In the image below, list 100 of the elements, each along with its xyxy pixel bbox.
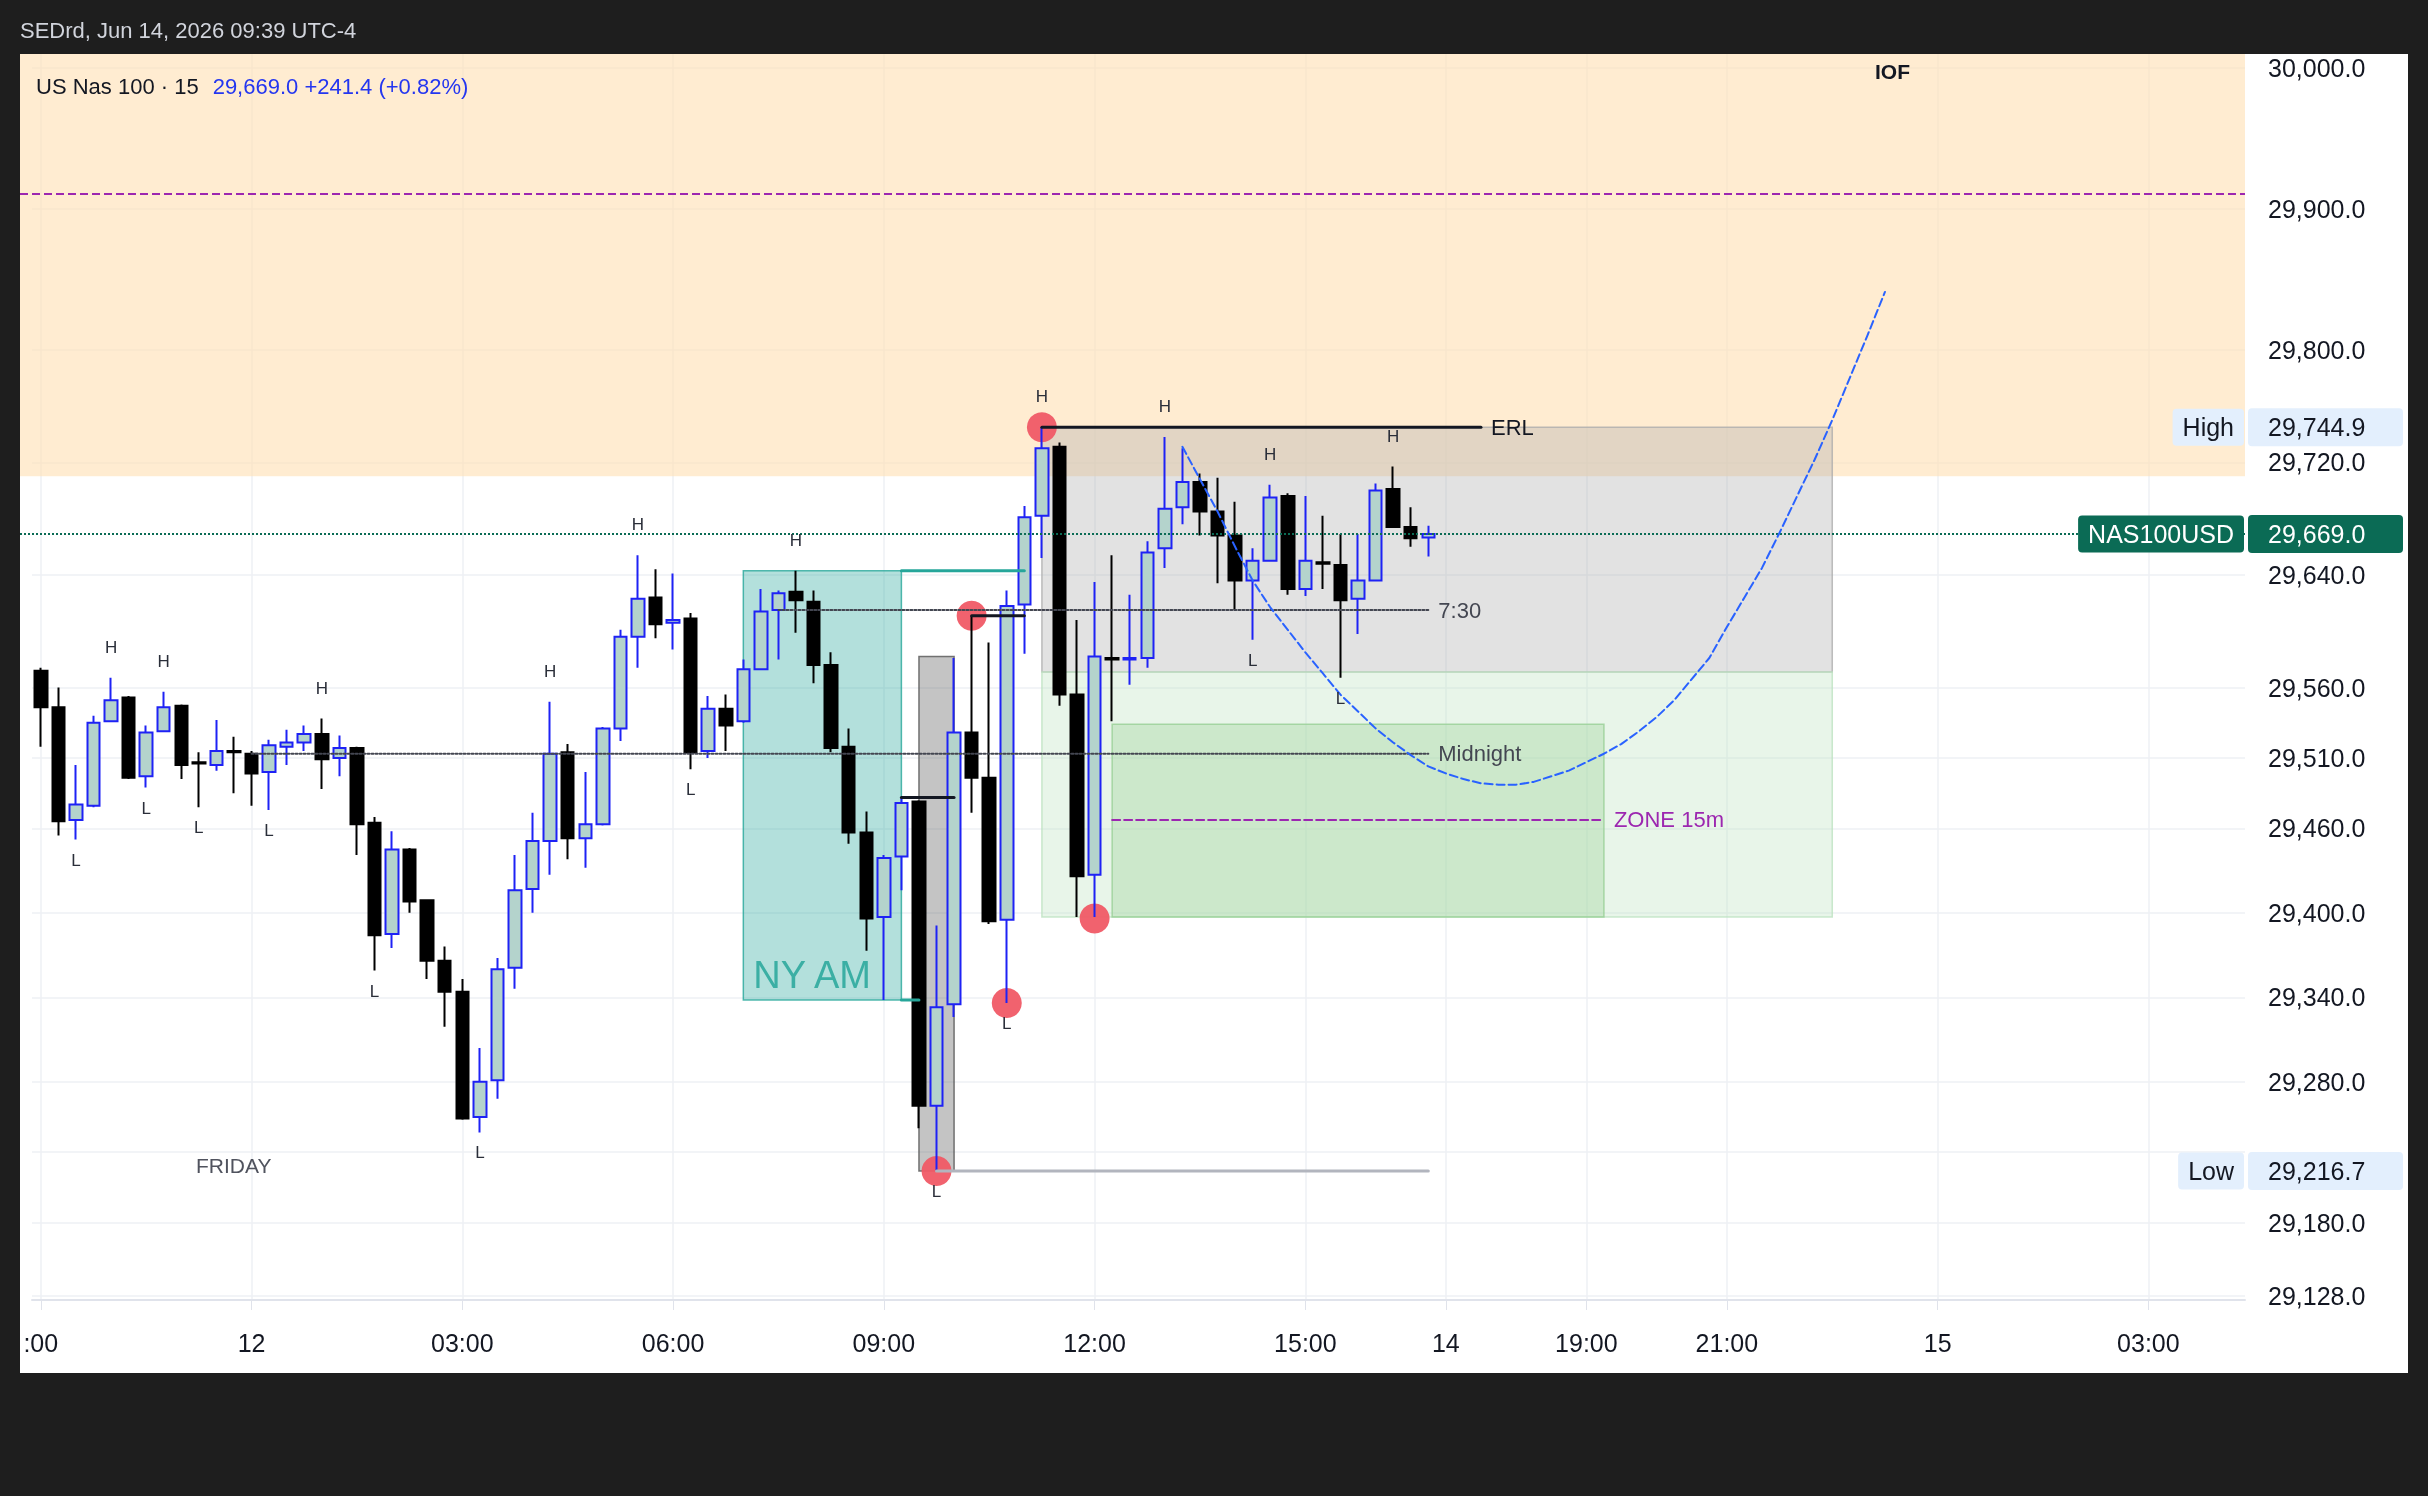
candlestick xyxy=(630,554,646,669)
candlestick xyxy=(1140,540,1155,669)
series-label: Midnight xyxy=(1438,741,1522,767)
candlestick xyxy=(472,1046,488,1134)
text: L xyxy=(931,1181,942,1201)
candlestick xyxy=(156,690,171,733)
text: L xyxy=(264,821,274,841)
candlestick xyxy=(1210,476,1225,585)
candlestick xyxy=(771,589,786,661)
candlestick xyxy=(1157,435,1173,569)
candlestick xyxy=(700,695,716,759)
text: H xyxy=(1264,444,1277,464)
text: L xyxy=(71,850,81,870)
ref-line-label: NAS100USD xyxy=(2088,520,2234,549)
text: L xyxy=(194,818,204,838)
candlestick xyxy=(525,811,540,914)
x-tick-label: 21:00 xyxy=(1695,1328,1759,1357)
candlestick xyxy=(1104,554,1120,723)
y-tick-label: 29,669.0 xyxy=(2268,520,2366,549)
candlestick xyxy=(1280,492,1296,596)
candlestick xyxy=(542,700,558,876)
x-tick-label: 19:00 xyxy=(1555,1328,1618,1357)
candlestick xyxy=(314,717,330,790)
candlestick xyxy=(455,978,470,1121)
candlestick xyxy=(1052,441,1067,707)
y-tick-label: 29,900.0 xyxy=(2268,194,2366,223)
candlestick xyxy=(876,854,892,1002)
text: L xyxy=(369,981,380,1001)
text: L xyxy=(141,798,151,818)
text: H xyxy=(789,530,803,550)
text: H xyxy=(1158,396,1171,416)
series-label: ERL xyxy=(1490,414,1534,440)
candlestick xyxy=(806,589,821,685)
candlestick xyxy=(1350,533,1366,636)
series-label: 7:30 xyxy=(1438,597,1482,623)
y-tick-label: 30,000.0 xyxy=(2268,54,2366,83)
text: H xyxy=(1035,387,1049,407)
point xyxy=(991,987,1022,1018)
candlestick xyxy=(1175,447,1190,526)
candlestick xyxy=(191,751,207,809)
text: H xyxy=(543,661,557,681)
candlestick xyxy=(578,771,593,869)
text: L xyxy=(685,780,696,800)
line-series xyxy=(1181,290,1886,786)
candlestick xyxy=(999,589,1015,1004)
candlestick xyxy=(823,651,839,754)
y-tick-label: 29,460.0 xyxy=(2268,814,2366,843)
text: SEDrd, Jun 14, 2026 09:39 UTC-4 xyxy=(20,18,357,43)
candlestick xyxy=(929,924,944,1172)
text: L xyxy=(475,1143,485,1163)
candlestick xyxy=(402,847,417,914)
candlestick xyxy=(507,854,523,990)
candlestick xyxy=(209,718,224,772)
x-tick-label: 15 xyxy=(1923,1328,1952,1357)
candlestick xyxy=(595,725,611,827)
y-tick-label: 29,510.0 xyxy=(2268,743,2366,772)
x-tick-label: 15:00 xyxy=(1274,1328,1337,1357)
annotation: Low xyxy=(2188,1156,2235,1185)
candlestick xyxy=(1368,482,1383,582)
candlestick xyxy=(1403,506,1418,548)
y-tick-label: 29,280.0 xyxy=(2268,1067,2366,1096)
annotation: FRIDAY xyxy=(196,1154,272,1177)
candlestick xyxy=(1385,465,1401,529)
candlestick xyxy=(1087,580,1102,919)
candlestick xyxy=(1192,472,1208,537)
y-tick-label: 29,180.0 xyxy=(2268,1208,2366,1237)
text: L xyxy=(1247,650,1258,670)
candlestick xyxy=(490,956,505,1100)
annotation: High xyxy=(2182,413,2234,442)
candlestick xyxy=(683,611,698,771)
candlestick xyxy=(946,656,962,1019)
candlestick xyxy=(138,724,154,789)
candlestick xyxy=(103,676,119,723)
y-tick-label: 29,128.0 xyxy=(2268,1281,2366,1310)
candlestick xyxy=(736,658,751,724)
text: H xyxy=(631,515,645,535)
y-tick-label: 29,800.0 xyxy=(2268,335,2366,364)
candlestick xyxy=(1245,547,1260,641)
candlestick xyxy=(349,745,365,857)
candlestick xyxy=(911,799,927,1130)
text: US Nas 100 · 15 xyxy=(36,74,199,99)
candlestick xyxy=(753,588,769,671)
text: L xyxy=(1002,1013,1012,1033)
candlestick xyxy=(384,830,400,950)
candlestick xyxy=(1069,618,1085,919)
candlestick xyxy=(1017,504,1032,655)
x-tick-label: 09:00 xyxy=(852,1328,916,1357)
text: H xyxy=(157,651,170,671)
candlestick xyxy=(1262,483,1278,562)
candlestick xyxy=(841,727,856,845)
candlestick xyxy=(1315,514,1331,591)
x-tick-label: 06:00 xyxy=(641,1328,705,1357)
y-tick-label: 29,744.9 xyxy=(2268,413,2366,442)
candlestick xyxy=(437,945,452,1028)
candlestick xyxy=(261,738,277,812)
candlestick xyxy=(244,749,259,807)
candlestick xyxy=(367,816,382,972)
candlestick xyxy=(964,614,979,814)
candlestick xyxy=(613,628,628,743)
candlestick xyxy=(332,734,347,778)
